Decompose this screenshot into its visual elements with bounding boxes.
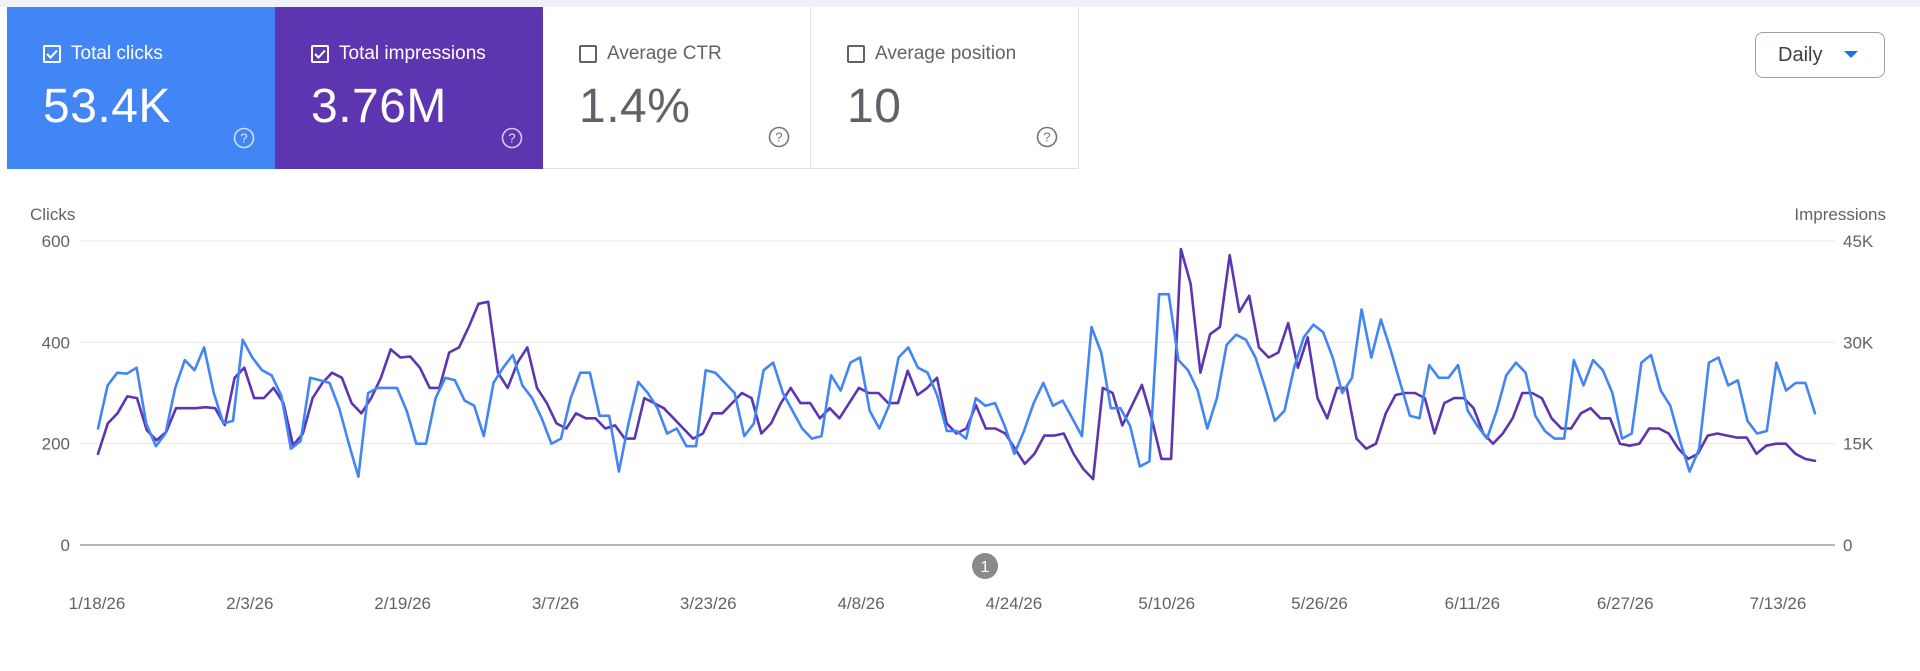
x-tick-label: 2/19/26: [374, 594, 431, 613]
x-tick-label: 5/10/26: [1138, 594, 1195, 613]
metric-label: Average position: [875, 43, 1017, 64]
x-tick-label: 2/3/26: [226, 594, 273, 613]
right-tick-label: 15K: [1843, 435, 1874, 454]
metric-cards: Total clicks 53.4K ? Total impressions 3…: [7, 7, 1079, 169]
svg-text:?: ?: [240, 131, 247, 146]
metric-card-average-ctr[interactable]: Average CTR 1.4% ?: [543, 7, 811, 169]
x-tick-label: 6/11/26: [1445, 594, 1500, 613]
metric-card-total-impressions[interactable]: Total impressions 3.76M ?: [275, 7, 543, 169]
period-dropdown[interactable]: Daily: [1755, 32, 1885, 78]
x-tick-label: 6/27/26: [1597, 594, 1654, 613]
metric-card-header: Total impressions: [311, 43, 486, 65]
clicks-series-line: [96, 292, 1817, 478]
help-icon[interactable]: ?: [501, 127, 523, 149]
left-tick-label: 200: [42, 435, 70, 454]
right-axis-title: Impressions: [1794, 205, 1886, 224]
metric-card-header: Total clicks: [43, 43, 163, 65]
svg-text:?: ?: [508, 131, 515, 146]
left-tick-label: 600: [42, 232, 70, 251]
metric-value: 10: [847, 80, 902, 133]
x-tick-label: 3/23/26: [680, 594, 737, 613]
help-icon[interactable]: ?: [768, 126, 790, 148]
metric-value: 3.76M: [311, 80, 447, 133]
x-tick-label: 5/26/26: [1291, 594, 1348, 613]
left-tick-label: 400: [42, 333, 70, 352]
checkbox-unchecked-icon[interactable]: [847, 45, 865, 63]
x-tick-label: 4/8/26: [837, 594, 884, 613]
x-tick-label: 4/24/26: [986, 594, 1043, 613]
annotation-marker[interactable]: 1: [972, 553, 998, 579]
help-icon[interactable]: ?: [233, 127, 255, 149]
right-tick-label: 30K: [1843, 333, 1874, 352]
svg-text:?: ?: [775, 130, 782, 145]
x-tick-label: 3/7/26: [532, 594, 579, 613]
checkbox-checked-icon[interactable]: [43, 45, 61, 63]
checkbox-checked-icon[interactable]: [311, 45, 329, 63]
metric-card-total-clicks[interactable]: Total clicks 53.4K ?: [7, 7, 275, 169]
annotation-marker-dot: [972, 553, 998, 579]
metric-label: Average CTR: [607, 43, 722, 64]
checkbox-unchecked-icon[interactable]: [579, 45, 597, 63]
period-dropdown-label: Daily: [1778, 43, 1823, 66]
right-tick-label: 45K: [1843, 232, 1874, 251]
left-tick-label: 0: [61, 536, 70, 555]
metric-card-header: Average CTR: [579, 43, 722, 65]
x-tick-label: 7/13/26: [1750, 594, 1807, 613]
left-axis-title: Clicks: [30, 205, 76, 224]
metric-value: 53.4K: [43, 80, 171, 133]
metric-card-average-position[interactable]: Average position 10 ?: [811, 7, 1079, 169]
help-icon[interactable]: ?: [1036, 126, 1058, 148]
impressions-series-line: [96, 247, 1817, 481]
metric-label: Total clicks: [71, 43, 163, 64]
top-strip: [0, 0, 1920, 7]
x-tick-label: 1/18/26: [69, 594, 126, 613]
metric-card-header: Average position: [847, 43, 1016, 65]
metric-label: Total impressions: [339, 43, 486, 64]
annotation-marker-label: 1: [981, 559, 990, 576]
dropdown-arrow-icon: [1844, 51, 1859, 58]
metric-value: 1.4%: [579, 80, 691, 133]
right-tick-label: 0: [1843, 536, 1852, 555]
svg-text:?: ?: [1043, 130, 1050, 145]
